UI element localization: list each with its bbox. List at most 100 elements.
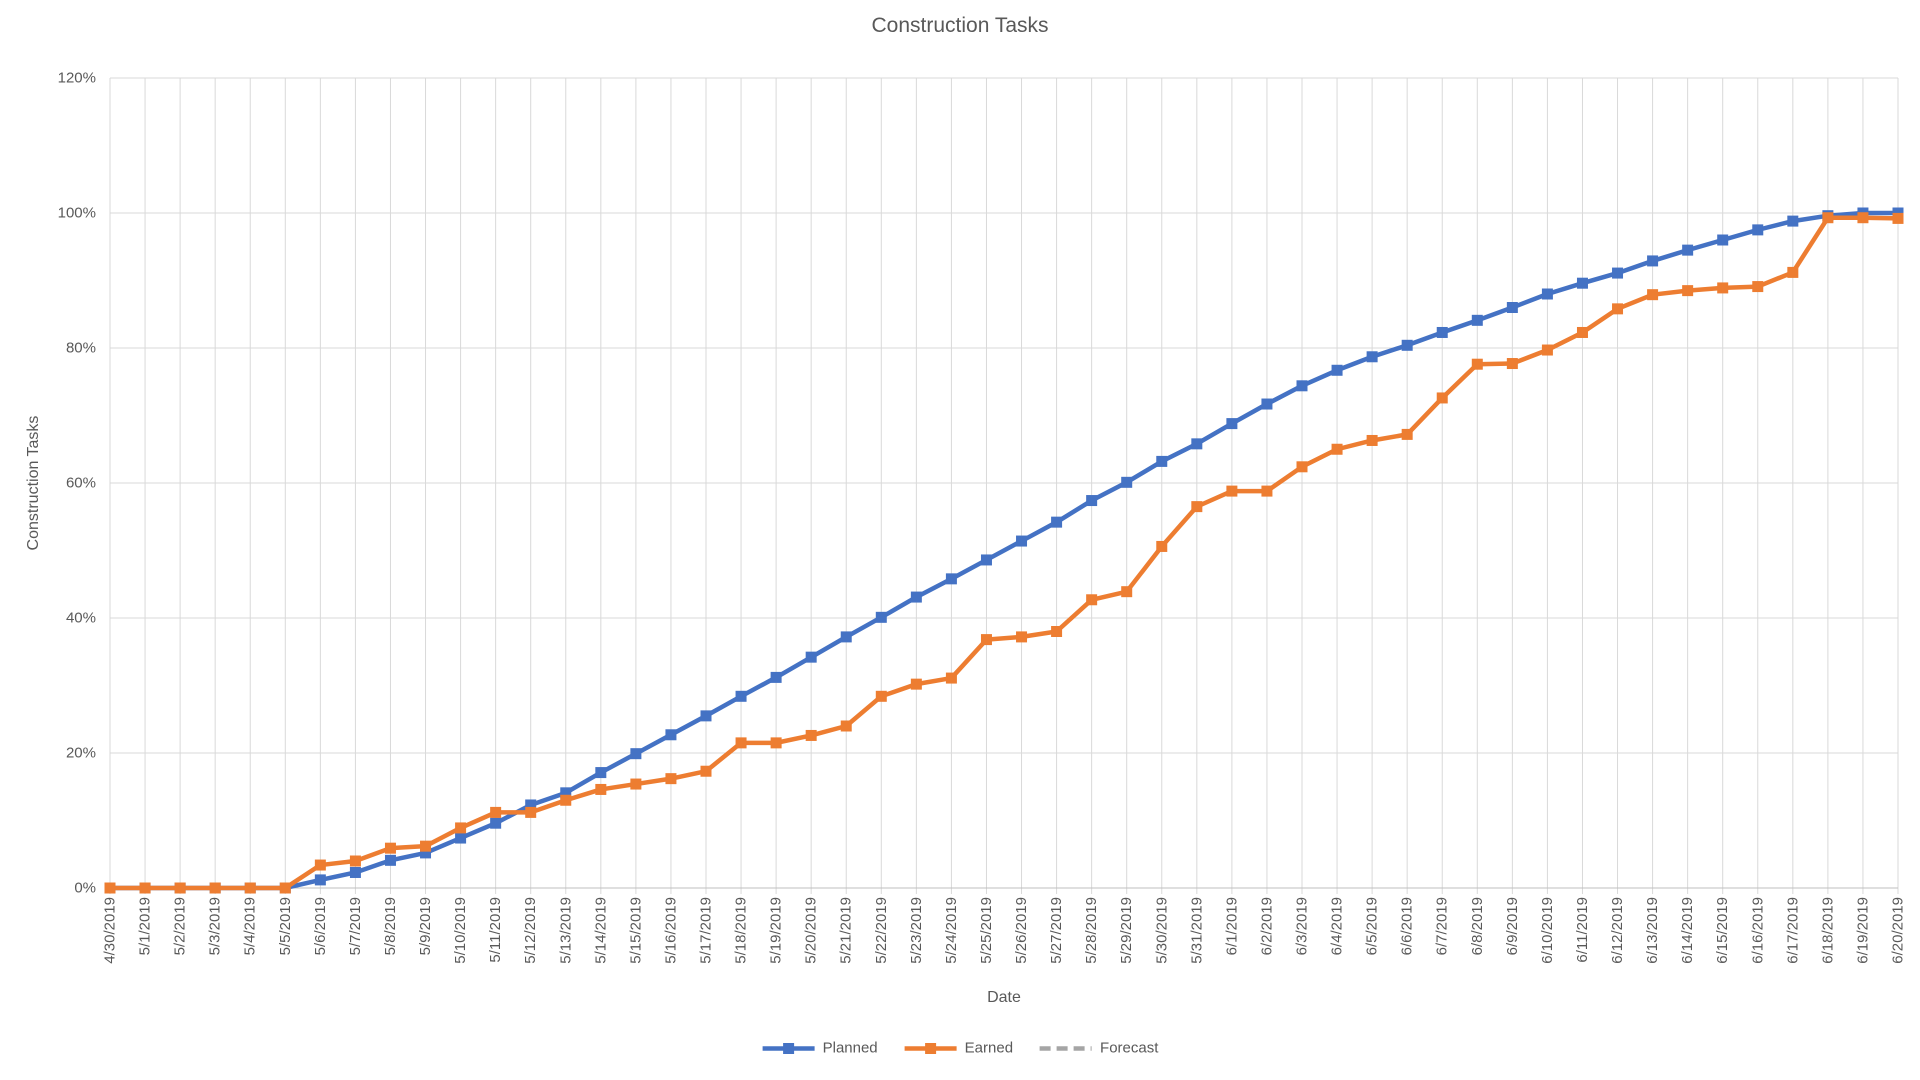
series-marker-earned[interactable] [1191, 501, 1203, 513]
series-marker-planned[interactable] [1682, 244, 1694, 256]
series-marker-earned[interactable] [735, 737, 747, 749]
series-marker-planned[interactable] [770, 671, 782, 683]
series-marker-earned[interactable] [1647, 289, 1659, 301]
series-marker-planned[interactable] [1016, 535, 1028, 547]
series-marker-earned[interactable] [139, 882, 151, 894]
series-marker-earned[interactable] [560, 794, 572, 806]
series-marker-earned[interactable] [1366, 434, 1378, 446]
series-line-planned[interactable] [107, 210, 1901, 891]
series-marker-earned[interactable] [1401, 428, 1413, 440]
series-marker-planned[interactable] [1331, 364, 1343, 376]
series-marker-earned[interactable] [1892, 212, 1904, 224]
series-marker-planned[interactable] [1436, 326, 1448, 338]
series-marker-planned[interactable] [1051, 516, 1063, 528]
series-marker-earned[interactable] [174, 882, 186, 894]
series-marker-planned[interactable] [945, 573, 957, 585]
series-marker-planned[interactable] [1226, 418, 1238, 430]
series-marker-earned[interactable] [490, 806, 502, 818]
series-marker-planned[interactable] [1296, 380, 1308, 392]
series-marker-earned[interactable] [1156, 540, 1168, 552]
series-marker-earned[interactable] [665, 773, 677, 785]
series-marker-planned[interactable] [1752, 224, 1764, 236]
series-marker-earned[interactable] [1121, 586, 1133, 598]
series-marker-earned[interactable] [209, 882, 221, 894]
series-marker-planned[interactable] [384, 854, 396, 866]
series-marker-earned[interactable] [1331, 443, 1343, 455]
series-marker-earned[interactable] [1471, 358, 1483, 370]
series-line-earned[interactable] [107, 215, 1901, 891]
series-marker-earned[interactable] [525, 806, 537, 818]
series-marker-earned[interactable] [1717, 282, 1729, 294]
series-marker-earned[interactable] [1016, 631, 1028, 643]
series-marker-planned[interactable] [840, 631, 852, 643]
series-marker-planned[interactable] [490, 817, 502, 829]
series-marker-earned[interactable] [244, 882, 256, 894]
series-marker-planned[interactable] [349, 866, 361, 878]
series-marker-earned[interactable] [1682, 285, 1694, 297]
series-marker-planned[interactable] [1191, 438, 1203, 450]
series-marker-planned[interactable] [1541, 288, 1553, 300]
series-marker-earned[interactable] [595, 783, 607, 795]
series-marker-earned[interactable] [700, 765, 712, 777]
legend-item-planned[interactable]: Planned [762, 1040, 878, 1057]
legend-item-forecast[interactable]: Forecast [1039, 1040, 1158, 1057]
series-marker-planned[interactable] [665, 729, 677, 741]
series-marker-planned[interactable] [700, 710, 712, 722]
series-marker-earned[interactable] [279, 882, 291, 894]
series-marker-planned[interactable] [875, 611, 887, 623]
series-marker-earned[interactable] [805, 729, 817, 741]
series-marker-planned[interactable] [1787, 215, 1799, 227]
series-marker-earned[interactable] [1612, 303, 1624, 315]
series-marker-planned[interactable] [980, 554, 992, 566]
series-marker-planned[interactable] [1506, 302, 1518, 313]
series-marker-earned[interactable] [1436, 392, 1448, 404]
series-marker-earned[interactable] [1051, 626, 1063, 637]
series-marker-planned[interactable] [1086, 495, 1098, 507]
series-marker-planned[interactable] [1717, 234, 1729, 246]
series-marker-earned[interactable] [630, 778, 642, 790]
series-marker-earned[interactable] [840, 720, 852, 732]
series-marker-planned[interactable] [1401, 339, 1413, 351]
series-marker-earned[interactable] [455, 822, 467, 834]
series-marker-planned[interactable] [314, 874, 326, 886]
series-marker-planned[interactable] [805, 651, 817, 663]
series-marker-planned[interactable] [420, 847, 432, 859]
legend-item-earned[interactable]: Earned [904, 1040, 1013, 1057]
series-marker-earned[interactable] [420, 840, 432, 852]
series-marker-planned[interactable] [1612, 267, 1624, 279]
series-marker-earned[interactable] [1787, 266, 1799, 278]
series-marker-planned[interactable] [560, 787, 572, 799]
series-marker-planned[interactable] [595, 767, 607, 779]
series-marker-earned[interactable] [349, 855, 361, 867]
series-marker-earned[interactable] [384, 842, 396, 854]
series-marker-planned[interactable] [1366, 351, 1378, 363]
series-marker-earned[interactable] [980, 634, 992, 646]
series-marker-planned[interactable] [1576, 277, 1588, 289]
series-marker-earned[interactable] [1296, 461, 1308, 473]
series-marker-planned[interactable] [910, 591, 922, 603]
series-marker-earned[interactable] [1822, 212, 1834, 224]
series-marker-earned[interactable] [945, 672, 957, 684]
series-marker-planned[interactable] [735, 690, 747, 702]
series-marker-earned[interactable] [1226, 485, 1238, 497]
series-marker-earned[interactable] [1857, 212, 1869, 224]
series-marker-earned[interactable] [1086, 594, 1098, 606]
series-marker-earned[interactable] [1752, 281, 1764, 293]
series-marker-earned[interactable] [770, 737, 782, 749]
series-marker-earned[interactable] [1506, 358, 1518, 370]
series-marker-planned[interactable] [1471, 314, 1483, 326]
series-marker-earned[interactable] [1576, 326, 1588, 338]
series-marker-earned[interactable] [875, 690, 887, 702]
series-marker-planned[interactable] [1121, 476, 1133, 488]
series-marker-planned[interactable] [1156, 455, 1168, 467]
series-marker-earned[interactable] [1261, 485, 1273, 497]
series-marker-planned[interactable] [455, 832, 467, 844]
series-marker-earned[interactable] [910, 678, 922, 690]
series-marker-planned[interactable] [1261, 398, 1273, 410]
series-marker-earned[interactable] [1541, 344, 1553, 356]
series-marker-planned[interactable] [1647, 255, 1659, 267]
series-marker-earned[interactable] [104, 882, 116, 894]
series-marker-planned[interactable] [525, 799, 537, 811]
series-marker-planned[interactable] [630, 748, 642, 760]
series-marker-earned[interactable] [314, 859, 326, 871]
